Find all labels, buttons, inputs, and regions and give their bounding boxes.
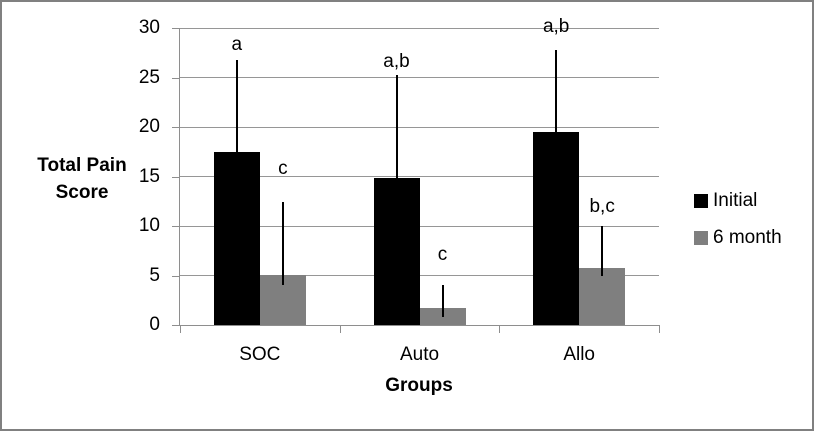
bar-initial-auto bbox=[373, 178, 420, 325]
x-tick-3 bbox=[659, 326, 660, 333]
annotation-initial-soc: a bbox=[231, 33, 243, 55]
gridline-20 bbox=[180, 126, 659, 128]
y-tick-label-0: 0 bbox=[149, 314, 160, 335]
error-bar-initial-soc bbox=[235, 59, 238, 152]
category-label-allo: Allo bbox=[563, 344, 595, 365]
y-axis-line bbox=[179, 28, 180, 326]
annotation-initial-allo: a,b bbox=[542, 15, 570, 37]
x-tick-0 bbox=[180, 326, 181, 333]
annotation-6-month-allo: b,c bbox=[589, 196, 615, 218]
error-bar-6-month-allo bbox=[601, 226, 604, 277]
y-tick-label-10: 10 bbox=[138, 215, 160, 236]
annotation-6-month-soc: c bbox=[278, 158, 288, 180]
legend-item-initial: Initial bbox=[694, 190, 757, 212]
y-tick-25 bbox=[172, 77, 179, 79]
legend-swatch-initial bbox=[694, 194, 708, 208]
gridline-30 bbox=[180, 27, 659, 29]
category-label-auto: Auto bbox=[399, 344, 440, 365]
y-tick-5 bbox=[172, 275, 179, 277]
error-bar-initial-auto bbox=[395, 74, 398, 179]
legend-item-6-month: 6 month bbox=[694, 227, 782, 249]
x-axis-title: Groups bbox=[385, 375, 453, 396]
y-tick-label-20: 20 bbox=[138, 116, 160, 137]
x-tick-2 bbox=[499, 326, 500, 333]
error-bar-initial-allo bbox=[555, 49, 558, 132]
y-tick-15 bbox=[172, 176, 179, 178]
y-tick-10 bbox=[172, 226, 179, 227]
category-label-soc: SOC bbox=[239, 344, 281, 365]
bar-initial-soc bbox=[213, 151, 260, 325]
y-axis-title: Total Pain Score bbox=[37, 155, 127, 203]
error-bar-6-month-soc bbox=[281, 202, 284, 286]
y-tick-label-5: 5 bbox=[149, 264, 160, 286]
gridline-25 bbox=[180, 77, 659, 78]
legend-label-initial: Initial bbox=[713, 190, 758, 211]
y-tick-label-30: 30 bbox=[138, 17, 160, 38]
annotation-6-month-auto: c bbox=[437, 243, 448, 265]
legend-label-6-month: 6 month bbox=[713, 227, 782, 248]
x-axis-line bbox=[180, 325, 660, 326]
gridline-10 bbox=[180, 225, 659, 227]
annotation-initial-auto: a,b bbox=[383, 50, 410, 72]
y-tick-label-15: 15 bbox=[138, 165, 160, 187]
error-bar-6-month-auto bbox=[441, 285, 444, 318]
gridline-15 bbox=[180, 176, 659, 177]
y-tick-30 bbox=[172, 28, 179, 29]
y-tick-20 bbox=[172, 127, 179, 128]
legend-swatch-6-month bbox=[694, 231, 708, 245]
gridline-5 bbox=[180, 275, 659, 276]
y-tick-0 bbox=[172, 325, 179, 326]
y-tick-label-25: 25 bbox=[138, 66, 160, 88]
x-tick-1 bbox=[340, 326, 341, 333]
bar-initial-allo bbox=[533, 131, 580, 325]
bar-6-month-allo bbox=[579, 267, 626, 325]
